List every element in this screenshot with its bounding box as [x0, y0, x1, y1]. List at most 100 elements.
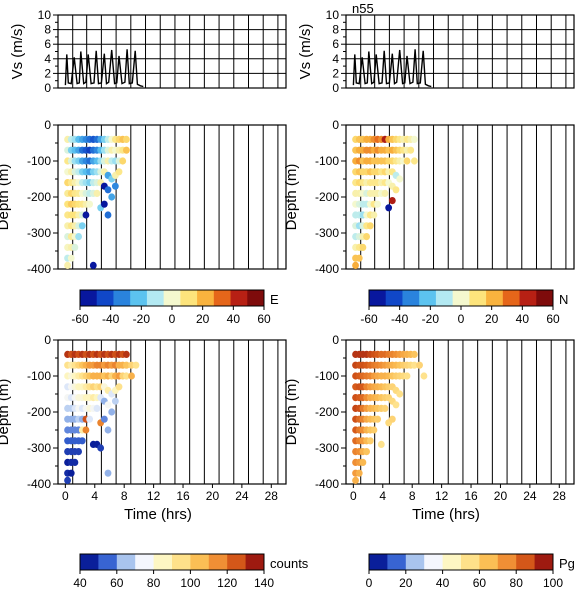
colorbar-segment — [435, 290, 454, 306]
n-section-panel: 0 -100 -200 -300 -400 Depth (m) — [283, 118, 575, 276]
y-tick-label: -400 — [315, 262, 339, 276]
colorbar-tick-label: 100 — [543, 576, 563, 590]
data-point — [100, 415, 108, 423]
colorbar-segment — [419, 290, 437, 306]
data-point — [89, 261, 97, 269]
y-tick-label: -100 — [27, 154, 51, 168]
y-tick-label: -200 — [315, 190, 339, 204]
y-tick-label: 0 — [332, 81, 339, 95]
colorbar-tick-label: 40 — [227, 312, 241, 326]
x-axis-label: Time (hrs) — [412, 506, 480, 523]
colorbar-segment — [486, 290, 504, 306]
e-section-panel: 0 -100 -200 -300 -400 Depth (m) — [0, 118, 287, 276]
y-tick-label: -300 — [27, 226, 51, 240]
y-tick-label: -400 — [27, 262, 51, 276]
pg-colorbar: 0 20 40 60 80 100 Pg — [366, 553, 575, 590]
data-point — [104, 469, 112, 477]
data-point — [108, 408, 116, 416]
colorbar-frame — [79, 553, 265, 571]
data-point — [411, 350, 418, 358]
colorbar-segment — [469, 290, 487, 306]
colorbar-tick-label: -60 — [360, 312, 378, 326]
x-tick-label: 12 — [435, 489, 449, 503]
colorbar-tick-label: -40 — [391, 312, 409, 326]
colorbar-frame — [368, 553, 554, 571]
data-point — [71, 243, 79, 251]
data-point — [104, 211, 112, 219]
data-point — [104, 186, 112, 194]
data-point — [374, 415, 382, 423]
y-tick-label: 10 — [38, 8, 52, 22]
y-tick-label: 0 — [332, 333, 339, 347]
plot-frame — [345, 14, 575, 89]
colorbar-segment — [172, 554, 191, 570]
data-point — [396, 390, 404, 398]
data-point — [407, 146, 415, 154]
colorbar-tick-label: -20 — [133, 312, 151, 326]
colorbar-tick-label: -40 — [102, 312, 120, 326]
data-point — [416, 361, 423, 369]
plot-frame — [345, 124, 575, 270]
data-point — [366, 437, 374, 445]
y-tick-label: 4 — [332, 52, 339, 66]
data-point — [388, 415, 396, 423]
colorbar-segment — [247, 290, 265, 306]
data-point — [75, 233, 82, 241]
data-point — [86, 415, 94, 423]
data-point — [132, 361, 140, 369]
colorbar-segment — [405, 554, 425, 570]
data-point — [359, 458, 367, 466]
colorbar-segment — [213, 290, 232, 306]
y-tick-label: -400 — [315, 477, 339, 491]
colorbar-segment — [116, 554, 136, 570]
x-tick-label: 4 — [379, 489, 386, 503]
data-point — [396, 175, 404, 183]
data-point — [403, 157, 411, 165]
colorbar-segment — [516, 554, 536, 570]
y-axis-label: Depth (m) — [0, 379, 12, 446]
colorbar-segment — [502, 290, 521, 306]
data-point — [67, 254, 75, 262]
y-tick-label: -100 — [27, 369, 51, 383]
y-tick-label: -100 — [315, 369, 339, 383]
x-tick-label: 28 — [553, 489, 567, 503]
counts-colorbar: 40 60 80 100 120 140 counts — [73, 553, 309, 590]
data-point — [363, 233, 370, 241]
plot-frame — [57, 124, 287, 270]
colorbar-segment — [98, 554, 118, 570]
x-tick-label: 20 — [206, 489, 220, 503]
x-tick-label: 16 — [464, 489, 478, 503]
data-point — [78, 222, 86, 230]
data-point — [355, 254, 363, 262]
colorbar-tick-label: 20 — [485, 312, 499, 326]
figure-title: n55 — [352, 1, 374, 16]
colorbar-label: N — [559, 292, 568, 307]
colorbar-segment — [479, 554, 499, 570]
y-tick-label: 10 — [326, 8, 340, 22]
colorbar-segment — [369, 554, 388, 570]
y-tick-label: 0 — [44, 118, 51, 132]
x-tick-label: 12 — [147, 489, 161, 503]
data-point — [420, 372, 428, 380]
colorbar-tick-label: 80 — [510, 576, 524, 590]
data-point — [352, 476, 359, 484]
y-tick-label: -300 — [27, 441, 51, 455]
data-point — [411, 157, 418, 165]
n-colorbar: -60 -40 -20 0 20 40 60 N — [360, 289, 568, 326]
data-point — [123, 372, 130, 380]
data-point — [123, 135, 130, 143]
x-tick-label: 0 — [350, 489, 357, 503]
data-point — [119, 157, 127, 165]
colorbar-segment — [369, 290, 387, 306]
data-point — [93, 189, 101, 197]
colorbar-segment — [534, 554, 554, 570]
data-point — [411, 361, 418, 369]
colorbar-tick-label: 100 — [180, 576, 200, 590]
vs-series-line — [64, 49, 144, 88]
plot-frame — [57, 339, 287, 485]
colorbar-segment — [130, 290, 148, 306]
y-axis-label: Depth (m) — [0, 164, 12, 231]
data-point — [377, 440, 385, 448]
data-point — [392, 401, 400, 409]
colorbar-segment — [190, 554, 210, 570]
